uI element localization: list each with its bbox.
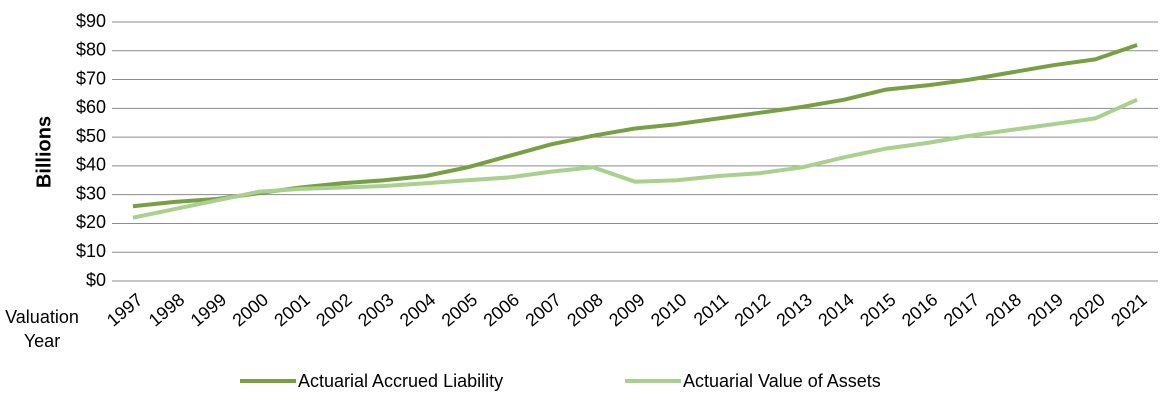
x-tick-label: 1997	[103, 289, 147, 330]
y-tick-label: $60	[76, 97, 106, 117]
x-tick-label: 2016	[898, 289, 942, 330]
y-tick-label: $10	[76, 241, 106, 261]
y-tick-label: $0	[86, 270, 106, 290]
x-tick-label: 2004	[396, 289, 440, 330]
x-tick-label: 2014	[814, 289, 858, 330]
x-tick-label: 2006	[480, 289, 524, 330]
x-tick-label: 2020	[1065, 289, 1109, 330]
x-tick-label: 2002	[312, 289, 356, 330]
y-tick-label: $50	[76, 126, 106, 146]
y-tick-label: $40	[76, 155, 106, 175]
y-axis-label: Billions	[33, 116, 55, 188]
y-tick-label: $30	[76, 183, 106, 203]
x-tick-label: 2005	[438, 289, 482, 330]
x-tick-label: 1999	[187, 289, 231, 330]
x-tick-label: 2018	[982, 289, 1026, 330]
x-tick-label: 2010	[647, 289, 691, 330]
x-tick-label: 2017	[940, 289, 984, 330]
legend-label: Actuarial Value of Assets	[683, 371, 881, 391]
x-tick-label: 2021	[1107, 289, 1151, 330]
x-tick-label: 2012	[731, 289, 775, 330]
x-tick-label: 2003	[354, 289, 398, 330]
x-tick-label: 2019	[1023, 289, 1067, 330]
y-tick-label: $20	[76, 212, 106, 232]
x-tick-label: 2011	[690, 289, 733, 329]
x-axis-label: Valuation Year	[5, 307, 79, 351]
y-tick-label: $70	[76, 68, 106, 88]
x-tick-label: 2007	[521, 289, 565, 330]
x-tick-label: 2013	[772, 289, 816, 330]
x-tick-label: 2000	[229, 289, 273, 330]
y-tick-label: $80	[76, 40, 106, 60]
x-tick-label: 1998	[145, 289, 189, 330]
x-tick-label: 2008	[563, 289, 607, 330]
series-line	[132, 97, 1138, 220]
x-tick-label: 2009	[605, 289, 649, 330]
legend-label: Actuarial Accrued Liability	[298, 371, 503, 391]
x-tick-label: 2001	[270, 289, 314, 330]
x-tick-label: 2015	[856, 289, 900, 330]
y-tick-label: $90	[76, 11, 106, 31]
